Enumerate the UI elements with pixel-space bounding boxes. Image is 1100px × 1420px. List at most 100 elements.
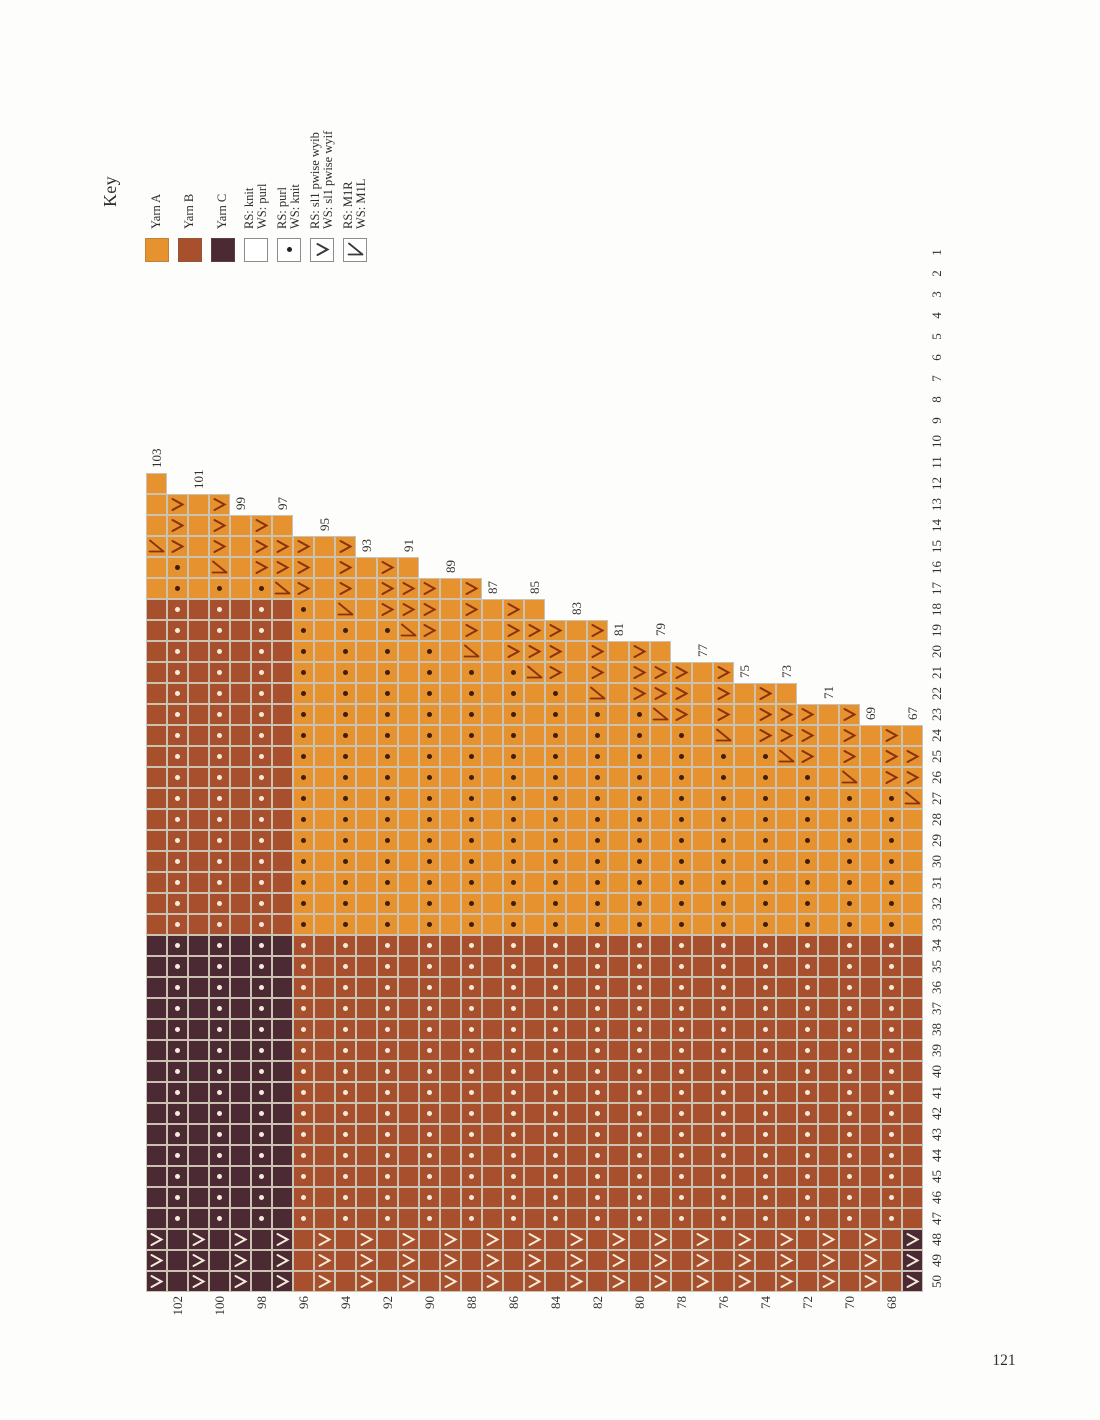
purl-dot-icon — [762, 1152, 769, 1159]
chart-cell — [272, 893, 293, 914]
purl-dot-icon — [762, 1026, 769, 1033]
purl-dot-icon — [678, 963, 685, 970]
purl-dot-icon — [804, 1047, 811, 1054]
purl-dot-icon — [552, 816, 559, 823]
key-title: Key — [100, 176, 120, 207]
purl-dot-icon — [384, 1110, 391, 1117]
purl-dot-icon — [636, 858, 643, 865]
chart-cell — [440, 1082, 461, 1103]
chart-cell — [146, 1145, 167, 1166]
stitch-number-label: 20 — [929, 645, 944, 658]
purl-dot-icon — [510, 1047, 517, 1054]
stitch-number-label: 16 — [929, 561, 944, 574]
chart-cell — [230, 515, 251, 536]
purl-dot-icon — [300, 963, 307, 970]
chart-cell — [167, 767, 188, 788]
slip-stitch-icon — [885, 771, 899, 784]
purl-dot-icon — [678, 1173, 685, 1180]
chart-cell — [818, 851, 839, 872]
chart-cell — [398, 578, 419, 599]
chart-cell — [146, 641, 167, 662]
chart-cell — [650, 872, 671, 893]
purl-dot-icon — [216, 1110, 223, 1117]
chart-cell — [524, 1250, 545, 1271]
chart-cell — [713, 872, 734, 893]
chart-cell — [440, 683, 461, 704]
chart-cell — [902, 956, 923, 977]
chart-cell — [524, 788, 545, 809]
chart-cell — [230, 1208, 251, 1229]
chart-cell — [419, 1061, 440, 1082]
chart-cell — [797, 1124, 818, 1145]
stitch-number-label: 42 — [929, 1107, 944, 1120]
stitch-number-label: 29 — [929, 834, 944, 847]
chart-cell — [146, 1082, 167, 1103]
chart-cell — [482, 1082, 503, 1103]
chart-cell — [524, 746, 545, 767]
chart-cell — [251, 1271, 272, 1292]
chart-cell — [251, 683, 272, 704]
chart-cell — [902, 1271, 923, 1292]
chart-cell — [566, 809, 587, 830]
chart-cell — [167, 935, 188, 956]
chart-cell — [776, 767, 797, 788]
stitch-number-label: 1 — [929, 249, 944, 256]
chart-cell — [146, 851, 167, 872]
slip-stitch-icon — [465, 582, 479, 595]
chart-cell — [608, 1208, 629, 1229]
chart-cell — [713, 746, 734, 767]
row-number-label: 70 — [842, 1296, 857, 1309]
chart-cell — [608, 998, 629, 1019]
chart-cell — [167, 620, 188, 641]
purl-dot-icon — [426, 858, 433, 865]
purl-dot-icon — [216, 837, 223, 844]
chart-cell — [566, 830, 587, 851]
chart-cell — [713, 851, 734, 872]
purl-dot-icon — [342, 921, 349, 928]
chart-cell — [797, 851, 818, 872]
chart-cell — [398, 662, 419, 683]
chart-cell — [209, 998, 230, 1019]
chart-cell — [251, 1061, 272, 1082]
chart-cell — [797, 788, 818, 809]
purl-dot-icon — [174, 1152, 181, 1159]
chart-cell — [356, 1040, 377, 1061]
chart-cell — [503, 641, 524, 662]
chart-cell — [461, 872, 482, 893]
stitch-number-label: 28 — [929, 813, 944, 826]
slip-stitch-icon — [150, 1233, 164, 1246]
chart-cell — [545, 956, 566, 977]
purl-dot-icon — [468, 711, 475, 718]
slip-stitch-icon — [507, 645, 521, 658]
chart-cell — [881, 1103, 902, 1124]
chart-cell — [356, 809, 377, 830]
chart-cell — [461, 1019, 482, 1040]
chart-cell — [146, 536, 167, 557]
chart-cell — [587, 620, 608, 641]
purl-dot-icon — [216, 1131, 223, 1138]
chart-cell — [545, 1187, 566, 1208]
stitch-number-label: 21 — [929, 666, 944, 679]
purl-dot-icon — [636, 1215, 643, 1222]
chart-cell — [356, 1271, 377, 1292]
chart-cell — [146, 788, 167, 809]
chart-cell — [230, 872, 251, 893]
slip-stitch-icon — [381, 561, 395, 574]
chart-cell — [230, 767, 251, 788]
chart-cell — [251, 851, 272, 872]
chart-cell — [482, 1208, 503, 1229]
chart-cell — [629, 704, 650, 725]
slip-stitch-icon — [780, 1254, 794, 1267]
chart-cell — [146, 1103, 167, 1124]
chart-cell — [293, 704, 314, 725]
purl-dot-icon — [342, 1089, 349, 1096]
chart-cell — [776, 746, 797, 767]
chart-cell — [272, 872, 293, 893]
chart-cell — [146, 1208, 167, 1229]
chart-cell — [272, 977, 293, 998]
purl-dot-icon — [846, 1068, 853, 1075]
chart-cell — [881, 914, 902, 935]
chart-cell — [545, 1019, 566, 1040]
chart-cell — [167, 977, 188, 998]
chart-cell — [335, 620, 356, 641]
